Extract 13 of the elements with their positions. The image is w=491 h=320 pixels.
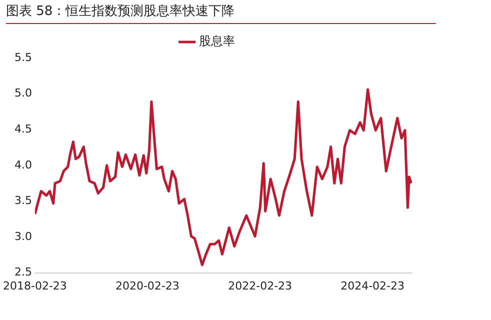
- y-tick-label: 3.0: [14, 230, 32, 243]
- x-tick-label: 2024-02-23: [340, 279, 405, 292]
- y-tick-label: 4.5: [14, 122, 32, 136]
- chart-title: 图表 58：恒生指数预测股息率快速下降: [6, 2, 436, 24]
- y-tick-label: 2.5: [14, 266, 32, 279]
- x-tick-label: 2022-02-23: [228, 279, 292, 292]
- y-tick-label: 5.0: [14, 86, 32, 100]
- y-tick-label: 3.5: [14, 194, 32, 208]
- x-tick-label: 2020-02-23: [115, 279, 180, 292]
- legend-label: 股息率: [199, 34, 235, 48]
- x-tick-label: 2018-02-23: [2, 279, 67, 292]
- y-tick-label: 5.5: [14, 50, 32, 64]
- y-tick-label: 4.0: [14, 158, 32, 172]
